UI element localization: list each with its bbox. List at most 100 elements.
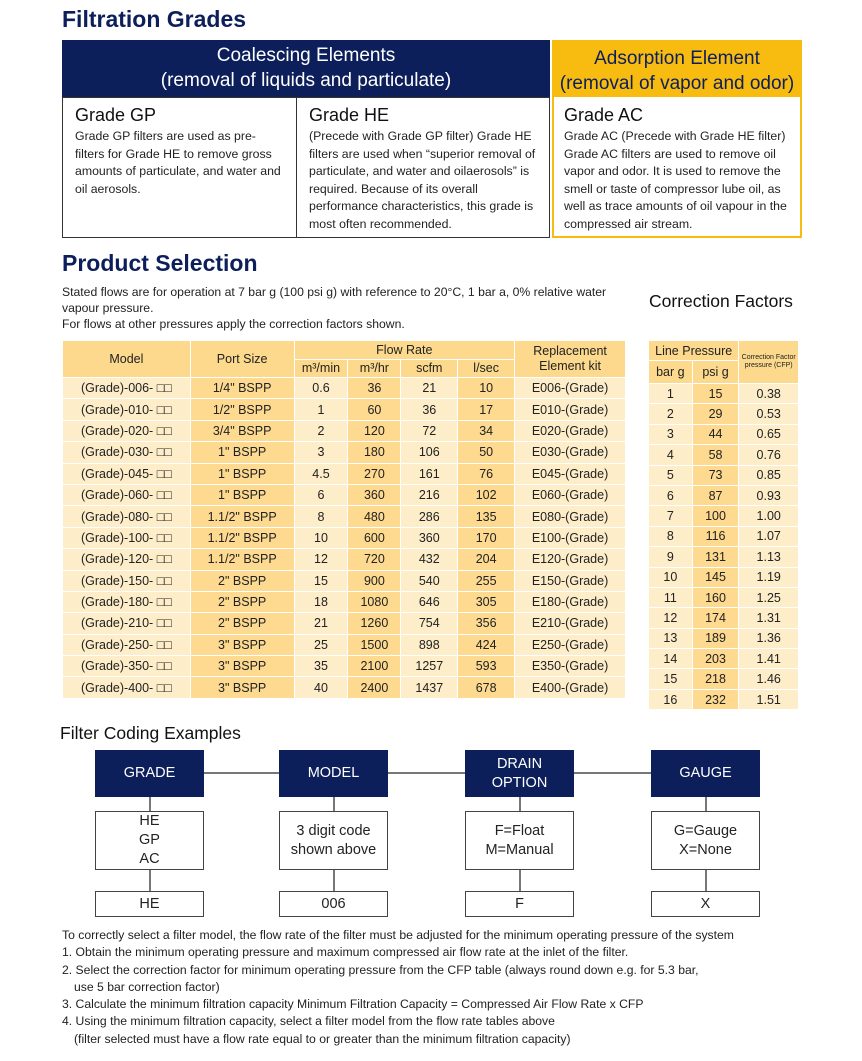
code-header-2: DRAIN OPTION (465, 750, 574, 797)
cell-scfm: 36 (400, 398, 459, 421)
cell-model: (Grade)-006- □□ (62, 376, 191, 400)
cell-m3min: 12 (293, 548, 349, 571)
cell-replacement-kit: E006-(Grade) (514, 376, 626, 400)
cell-lsec: 204 (457, 548, 516, 571)
cell-port-size: 3" BSPP (189, 633, 295, 657)
cell-m3min: 35 (293, 655, 349, 678)
table-row: 14 203 1.41 (648, 648, 799, 670)
table-row: 10 145 1.19 (648, 566, 799, 588)
cell-m3hr: 600 (347, 526, 402, 550)
code-header-3: GAUGE (651, 750, 760, 797)
cell-cfp: 0.65 (738, 423, 799, 446)
coalescing-header: Coalescing Elements (removal of liquids … (62, 40, 550, 97)
cell-psi-g: 160 (691, 586, 740, 609)
filtration-grades-table: Coalescing Elements (removal of liquids … (62, 40, 802, 238)
cell-m3min: 0.6 (293, 376, 349, 400)
cell-cfp: 0.85 (738, 464, 799, 486)
cell-scfm: 898 (400, 633, 459, 657)
grade-ac-cell: Grade AC Grade AC (Precede with Grade HE… (554, 97, 800, 240)
cell-m3hr: 2100 (347, 655, 402, 678)
cell-lsec: 170 (457, 526, 516, 550)
adsorption-header: Adsorption Element (removal of vapor and… (554, 42, 800, 97)
table-row: (Grade)-400- □□ 3" BSPP 40 2400 1437 678 E400-… (62, 676, 626, 699)
cell-m3hr: 1260 (347, 612, 402, 635)
cell-bar-g: 3 (648, 423, 693, 446)
connector-line (705, 870, 707, 891)
cell-cfp: 1.25 (738, 586, 799, 609)
table-row: 9 131 1.13 (648, 546, 799, 568)
table-row: (Grade)-080- □□ 1.1/2" BSPP 8 480 286 135 E080… (62, 505, 626, 528)
table-row: 6 87 0.93 (648, 484, 799, 507)
table-row: (Grade)-100- □□ 1.1/2" BSPP 10 600 360 170 E10… (62, 526, 626, 550)
connector-line (519, 870, 521, 891)
cell-model: (Grade)-080- □□ (62, 505, 191, 528)
connector-line (705, 797, 707, 811)
header-m3hr: m³/hr (347, 358, 402, 378)
cell-port-size: 1.1/2" BSPP (189, 505, 295, 528)
code-example-0: HE (95, 891, 204, 917)
cell-m3min: 8 (293, 505, 349, 528)
connector-line (388, 772, 465, 774)
cell-replacement-kit: E250-(Grade) (514, 633, 626, 657)
grade-ac-title: Grade AC (564, 105, 644, 125)
cell-scfm: 21 (400, 376, 459, 400)
step-4-cont: (filter selected must have a flow rate e… (74, 1031, 571, 1046)
cell-model: (Grade)-045- □□ (62, 462, 191, 485)
grade-he-text: (Precede with Grade GP filter) Grade HE … (309, 129, 536, 231)
cell-replacement-kit: E030-(Grade) (514, 441, 626, 464)
filtration-grades-title: Filtration Grades (62, 6, 247, 32)
code-option: M=Manual (485, 841, 554, 858)
cell-psi-g: 29 (691, 403, 740, 425)
code-example-2: F (465, 891, 574, 917)
cell-bar-g: 11 (648, 586, 693, 609)
cell-lsec: 135 (457, 505, 516, 528)
cell-psi-g: 44 (691, 423, 740, 446)
cell-lsec: 76 (457, 462, 516, 485)
connector-line (333, 870, 335, 891)
cell-cfp: 1.51 (738, 688, 799, 711)
grade-gp-text: Grade GP filters are used as pre-filters… (75, 129, 281, 196)
connector-line (519, 797, 521, 811)
connector-line (574, 772, 651, 774)
cell-m3min: 3 (293, 441, 349, 464)
cell-lsec: 10 (457, 376, 516, 400)
cell-port-size: 1.1/2" BSPP (189, 548, 295, 571)
cell-model: (Grade)-210- □□ (62, 612, 191, 635)
cell-port-size: 3/4" BSPP (189, 419, 295, 443)
cell-model: (Grade)-010- □□ (62, 398, 191, 421)
intro-line-1: Stated flows are for operation at 7 bar … (62, 285, 607, 315)
cell-lsec: 678 (457, 676, 516, 699)
cell-m3min: 10 (293, 526, 349, 550)
connector-line (149, 870, 151, 891)
cell-m3min: 2 (293, 419, 349, 443)
header-line-pressure: Line Pressure (647, 340, 740, 361)
cell-lsec: 34 (457, 419, 516, 443)
cell-scfm: 432 (400, 548, 459, 571)
cell-bar-g: 1 (648, 382, 693, 405)
code-options-list: G=Gauge X=None (674, 822, 737, 860)
correction-factors-title: Correction Factors (649, 291, 793, 311)
cell-m3hr: 1080 (347, 590, 402, 614)
cell-psi-g: 73 (691, 464, 740, 486)
connector-line (333, 797, 335, 811)
cell-m3hr: 180 (347, 441, 402, 464)
table-row: 3 44 0.65 (648, 423, 799, 446)
cell-replacement-kit: E010-(Grade) (514, 398, 626, 421)
cell-lsec: 356 (457, 612, 516, 635)
connector-line (149, 797, 151, 811)
cell-model: (Grade)-350- □□ (62, 655, 191, 678)
table-row: 1 15 0.38 (648, 382, 799, 405)
cell-bar-g: 9 (648, 546, 693, 568)
code-options-list: 3 digit code shown above (291, 822, 376, 860)
code-options-3: G=Gauge X=None (651, 811, 760, 870)
cell-psi-g: 116 (691, 525, 740, 548)
code-options-2: F=Float M=Manual (465, 811, 574, 870)
cell-port-size: 2" BSPP (189, 590, 295, 614)
cell-model: (Grade)-100- □□ (62, 526, 191, 550)
code-option: F=Float (494, 822, 545, 839)
cell-port-size: 2" BSPP (189, 569, 295, 592)
step-4: 4. Using the minimum filtration capacity… (62, 1014, 555, 1029)
table-row: (Grade)-030- □□ 1" BSPP 3 180 106 50 E030-(Gra… (62, 441, 626, 464)
cell-replacement-kit: E150-(Grade) (514, 569, 626, 592)
cell-lsec: 593 (457, 655, 516, 678)
